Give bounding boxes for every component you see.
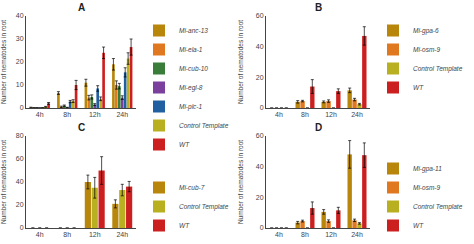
svg-text:40: 40 [16,12,24,19]
svg-text:20: 20 [256,74,264,81]
svg-text:4h: 4h [36,231,44,238]
svg-text:Mi-gpa-6: Mi-gpa-6 [413,27,439,35]
svg-text:WT: WT [179,141,190,148]
svg-text:12h: 12h [89,231,101,238]
svg-text:24h: 24h [351,111,363,118]
svg-text:Mi-egl-8: Mi-egl-8 [179,84,203,92]
svg-text:12h: 12h [325,111,337,118]
svg-text:Mi-cub-10: Mi-cub-10 [179,65,208,72]
svg-text:20: 20 [256,194,264,201]
svg-text:Control Template: Control Template [413,203,463,211]
svg-text:Mi-anc-13: Mi-anc-13 [179,27,208,34]
svg-text:8h: 8h [63,231,71,238]
svg-text:12h: 12h [89,111,101,118]
svg-text:0: 0 [260,224,264,231]
svg-text:Mi-cub-7: Mi-cub-7 [179,184,205,191]
svg-text:D: D [315,122,322,133]
svg-text:8h: 8h [301,111,309,118]
svg-text:0: 0 [260,104,264,111]
svg-text:WT: WT [179,222,190,229]
svg-text:8h: 8h [63,111,71,118]
svg-text:Mi-ela-1: Mi-ela-1 [179,46,203,53]
svg-text:20: 20 [16,58,24,65]
svg-text:80: 80 [16,132,24,139]
svg-text:24h: 24h [116,231,128,238]
svg-text:Number of nematodes in root: Number of nematodes in root [237,20,244,104]
svg-text:30: 30 [16,35,24,42]
svg-text:4h: 4h [275,111,283,118]
svg-text:4h: 4h [36,111,44,118]
svg-text:24h: 24h [351,231,363,238]
svg-text:WT: WT [413,84,424,91]
svg-text:60: 60 [16,155,24,162]
svg-text:C: C [78,122,85,133]
svg-text:Control Template: Control Template [179,122,229,130]
svg-text:Control Template: Control Template [179,203,229,211]
svg-text:40: 40 [256,43,264,50]
svg-text:Mi-osm-9: Mi-osm-9 [413,46,440,53]
svg-text:12h: 12h [325,231,337,238]
svg-text:60: 60 [256,132,264,139]
svg-text:40: 40 [16,178,24,185]
svg-text:Mi-plc-1: Mi-plc-1 [179,103,202,111]
svg-text:40: 40 [256,163,264,170]
svg-text:24h: 24h [116,111,128,118]
svg-text:WT: WT [413,222,424,229]
svg-text:Control Template: Control Template [413,65,463,73]
svg-text:0: 0 [20,224,24,231]
svg-text:Number of nematodes in root: Number of nematodes in root [0,140,7,224]
svg-text:Mi-osm-9: Mi-osm-9 [413,184,440,191]
svg-text:10: 10 [16,81,24,88]
svg-text:60: 60 [256,12,264,19]
svg-text:0: 0 [20,104,24,111]
svg-text:Mi-gpa-11: Mi-gpa-11 [413,165,442,173]
svg-text:8h: 8h [301,231,309,238]
svg-text:B: B [315,2,322,13]
svg-text:A: A [78,2,85,13]
svg-text:Number of nematodes in root: Number of nematodes in root [237,140,244,224]
svg-text:Number of nematodes in root: Number of nematodes in root [0,20,7,104]
svg-text:4h: 4h [275,231,283,238]
svg-text:20: 20 [16,201,24,208]
